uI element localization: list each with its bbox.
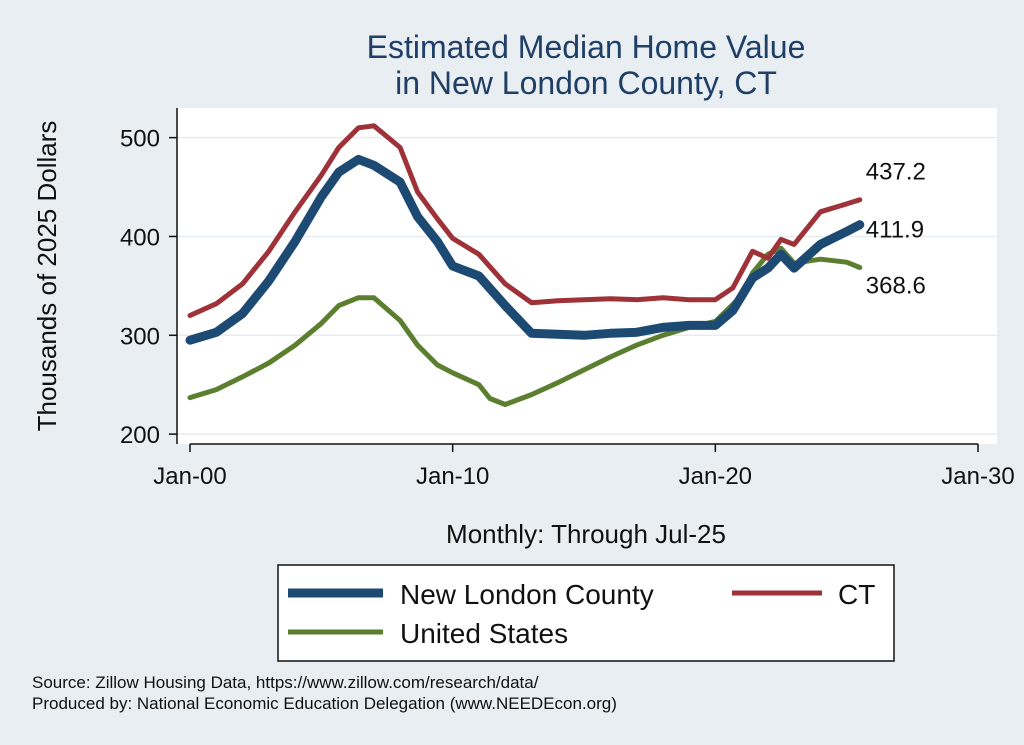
legend-label-united-states: United States [400, 618, 568, 649]
y-tick-label-200: 200 [120, 422, 160, 449]
chart-title-line-2: in New London County, CT [395, 65, 777, 101]
plot-area [177, 108, 997, 444]
x-axis-title: Monthly: Through Jul-25 [446, 519, 726, 549]
legend-label-ct: CT [838, 579, 875, 610]
legend-box [277, 564, 895, 662]
legend: New London County CT United States [277, 564, 895, 662]
x-tick-label-Jan-10: Jan-10 [416, 463, 489, 490]
x-tick-label-Jan-00: Jan-00 [153, 463, 226, 490]
x-tick-label-Jan-30: Jan-30 [941, 463, 1014, 490]
series-line-ct [187, 123, 863, 318]
source-note: Source: Zillow Housing Data, https://www… [32, 673, 539, 692]
series-line-new-london-county [185, 154, 865, 345]
y-tick-label-500: 500 [120, 126, 160, 153]
producer-note: Produced by: National Economic Education… [32, 694, 617, 713]
end-label-united-states: 368.6 [866, 273, 926, 300]
chart-title-line-1: Estimated Median Home Value [367, 29, 806, 65]
end-label-ct: 437.2 [866, 159, 926, 186]
y-tick-label-300: 300 [120, 323, 160, 350]
x-tick-label-Jan-20: Jan-20 [679, 463, 752, 490]
legend-label-new-london-county: New London County [400, 579, 654, 610]
end-value-labels: 411.9 437.2 368.6 [866, 159, 926, 300]
y-axis-ticks: 200 300 400 500 [120, 126, 177, 449]
y-tick-label-400: 400 [120, 224, 160, 251]
end-label-new-london-county: 411.9 [866, 217, 924, 244]
series-lines [185, 123, 865, 407]
x-axis-ticks: Jan-00 Jan-10 Jan-20 Jan-30 [153, 444, 1015, 490]
y-axis-title: Thousands of 2025 Dollars [32, 121, 62, 432]
